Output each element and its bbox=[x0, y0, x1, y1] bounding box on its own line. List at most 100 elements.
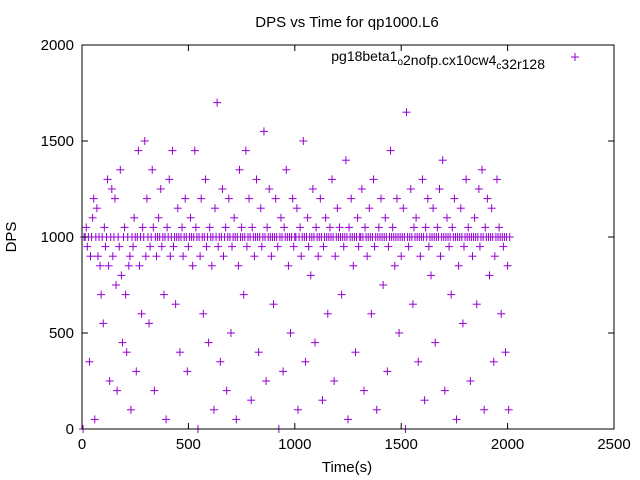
data-point bbox=[157, 242, 166, 251]
data-point bbox=[232, 415, 241, 424]
data-point bbox=[245, 194, 254, 203]
data-point bbox=[146, 242, 155, 251]
x-tick-label: 2500 bbox=[597, 436, 630, 453]
data-point bbox=[376, 194, 385, 203]
data-point bbox=[110, 194, 119, 203]
data-point bbox=[416, 252, 425, 261]
data-point bbox=[156, 185, 165, 193]
data-point bbox=[237, 223, 246, 232]
data-point bbox=[314, 252, 323, 261]
data-point bbox=[424, 242, 433, 251]
data-point bbox=[159, 290, 168, 299]
data-point bbox=[149, 223, 158, 232]
data-point bbox=[269, 300, 278, 309]
data-point bbox=[175, 348, 184, 357]
data-point bbox=[125, 252, 134, 261]
data-point bbox=[140, 137, 149, 145]
data-point bbox=[219, 252, 228, 261]
data-point bbox=[288, 194, 297, 203]
data-point bbox=[178, 223, 187, 232]
data-point bbox=[318, 396, 327, 405]
data-point bbox=[333, 204, 342, 213]
data-point bbox=[135, 261, 144, 270]
data-point bbox=[499, 242, 508, 251]
data-point bbox=[489, 357, 498, 366]
data-point bbox=[501, 348, 510, 357]
data-point bbox=[124, 261, 133, 270]
data-point bbox=[353, 213, 362, 222]
data-point bbox=[311, 338, 320, 347]
data-point bbox=[286, 329, 295, 337]
data-point bbox=[252, 175, 261, 184]
data-point bbox=[354, 242, 363, 251]
legend: pg18beta1o2nofp.cx10cw4c32r128 bbox=[331, 48, 579, 72]
data-point bbox=[152, 252, 161, 261]
x-tick-label: 0 bbox=[78, 436, 86, 453]
data-point bbox=[117, 271, 126, 280]
data-point bbox=[173, 204, 182, 213]
data-point bbox=[280, 223, 289, 232]
data-point bbox=[137, 309, 146, 318]
data-point bbox=[165, 175, 174, 184]
data-point bbox=[254, 348, 263, 357]
data-point bbox=[330, 377, 339, 385]
data-point bbox=[297, 252, 306, 261]
data-point bbox=[90, 415, 99, 424]
data-point bbox=[386, 146, 395, 155]
data-point bbox=[113, 386, 122, 395]
data-point bbox=[112, 281, 121, 289]
data-point bbox=[361, 223, 370, 232]
data-point bbox=[284, 261, 293, 270]
data-point bbox=[472, 300, 481, 309]
data-point bbox=[134, 146, 143, 155]
data-point bbox=[369, 175, 378, 184]
data-point bbox=[197, 194, 206, 203]
data-point bbox=[442, 213, 451, 222]
data-point bbox=[351, 348, 360, 357]
data-point bbox=[96, 261, 105, 270]
data-point bbox=[448, 223, 457, 232]
data-point bbox=[339, 242, 348, 251]
data-point bbox=[404, 242, 413, 251]
y-tick-label: 2000 bbox=[41, 37, 74, 54]
data-point bbox=[480, 405, 489, 414]
data-point bbox=[429, 204, 438, 213]
data-point bbox=[492, 175, 501, 184]
data-point bbox=[103, 175, 112, 184]
data-point bbox=[328, 175, 337, 184]
data-point bbox=[504, 405, 513, 414]
data-point bbox=[105, 377, 114, 385]
x-tick-label: 1000 bbox=[278, 436, 311, 453]
data-point bbox=[319, 242, 328, 251]
data-point bbox=[163, 223, 172, 232]
data-point bbox=[99, 319, 108, 328]
data-point bbox=[93, 252, 102, 261]
data-point bbox=[331, 252, 340, 261]
data-point bbox=[406, 185, 415, 193]
data-point bbox=[83, 242, 92, 251]
data-point bbox=[276, 213, 285, 222]
data-point bbox=[436, 252, 445, 261]
data-point bbox=[239, 290, 248, 299]
data-point bbox=[191, 223, 200, 232]
data-point bbox=[308, 185, 317, 193]
data-point bbox=[181, 194, 190, 203]
data-point bbox=[130, 213, 139, 222]
data-point bbox=[257, 242, 266, 251]
data-point bbox=[150, 386, 159, 395]
data-point bbox=[169, 242, 178, 251]
data-point bbox=[458, 319, 467, 328]
data-point bbox=[213, 98, 222, 107]
data-point bbox=[211, 204, 219, 213]
data-point bbox=[421, 223, 430, 232]
data-point bbox=[490, 252, 499, 261]
data-point bbox=[289, 242, 298, 251]
data-point bbox=[409, 223, 418, 232]
data-point bbox=[107, 185, 116, 193]
y-tick-label: 500 bbox=[49, 325, 74, 342]
data-point bbox=[337, 290, 346, 299]
data-point bbox=[292, 204, 301, 213]
y-tick-label: 1000 bbox=[41, 229, 74, 246]
data-point bbox=[423, 194, 432, 203]
data-point bbox=[497, 309, 506, 318]
